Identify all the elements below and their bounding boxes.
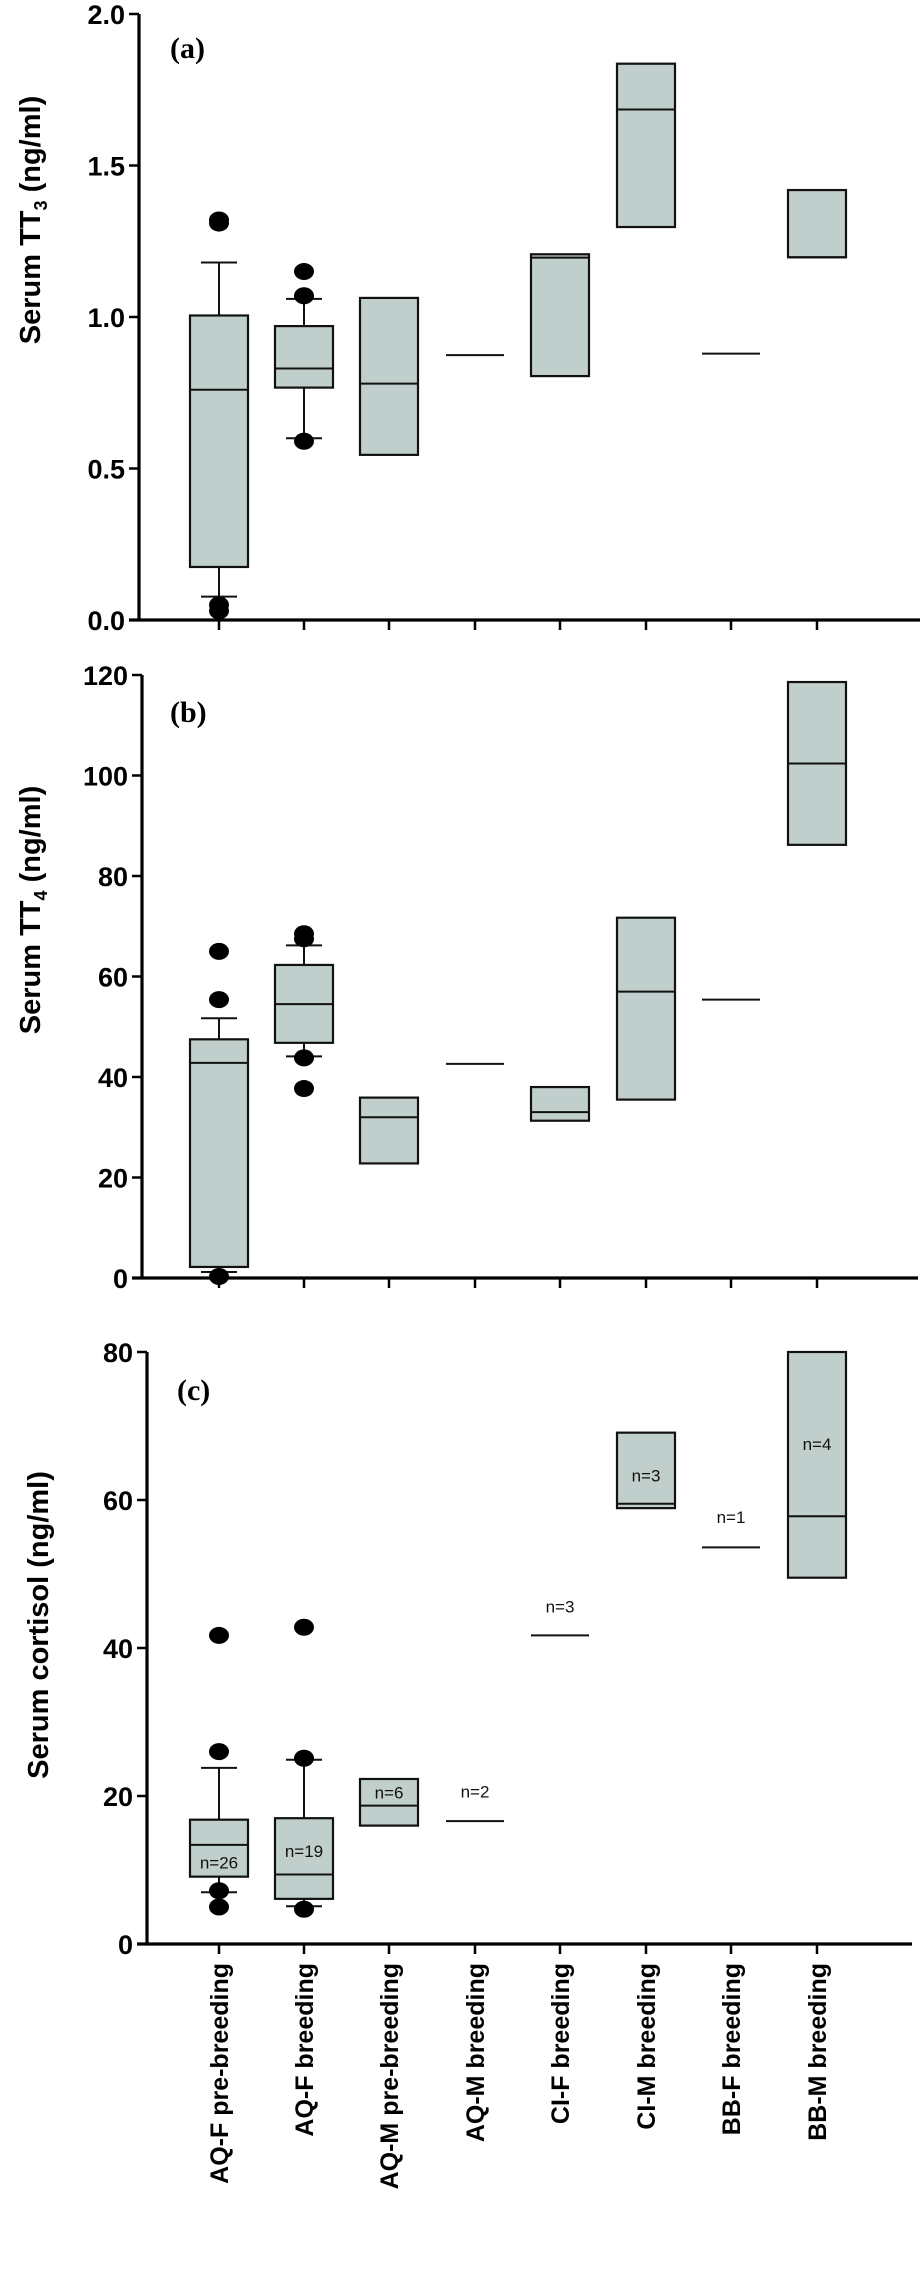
outlier-point	[294, 1900, 314, 1918]
outlier-point	[294, 1618, 314, 1636]
outlier-point	[294, 263, 314, 281]
y-tick-label: 0	[118, 1930, 133, 1960]
box-group	[529, 253, 591, 378]
y-tick-label: 100	[83, 762, 128, 792]
panel-c-cortisol: 0 20 40 60 80 Serum cortisol (ng/ml) (c) n=26 n=…	[23, 1338, 912, 1960]
outlier-point	[294, 930, 314, 948]
x-category-labels: AQ-F pre-breeding AQ-F breeding AQ-M pre-b…	[206, 1963, 832, 2189]
box-iqr	[615, 916, 677, 1101]
box-group	[358, 296, 420, 456]
outlier-point	[209, 991, 229, 1009]
outlier-point	[209, 1882, 229, 1900]
x-category-label: BB-M breeding	[804, 1963, 832, 2141]
outlier-point	[209, 602, 229, 620]
outlier-point	[294, 1749, 314, 1767]
box-group	[786, 1350, 848, 1579]
box-group	[786, 188, 848, 259]
y-tick-label: 80	[103, 1338, 133, 1368]
y-tick-label: 40	[98, 1063, 128, 1093]
box-iqr	[358, 296, 420, 456]
n-label: n=6	[375, 1783, 404, 1802]
outlier-point	[209, 942, 229, 960]
y-tick-label: 20	[103, 1782, 133, 1812]
box-iqr	[615, 62, 677, 229]
box-iqr	[358, 1096, 420, 1165]
box-group	[358, 1096, 420, 1165]
n-label: n=3	[546, 1598, 575, 1617]
outlier-point	[209, 1898, 229, 1916]
box-iqr	[529, 253, 591, 378]
n-label: n=26	[200, 1854, 238, 1873]
box-iqr	[188, 1038, 250, 1269]
y-tick-label: 80	[98, 862, 128, 892]
y-axis-title: Serum cortisol (ng/ml)	[23, 1471, 55, 1779]
panel-b-tt4: 0 20 40 60 80 100 120 Serum TT4 (ng/ml) (b)	[15, 661, 918, 1294]
box-group	[358, 1777, 420, 1827]
y-tick-label: 60	[98, 963, 128, 993]
x-category-label: CI-F breeding	[547, 1963, 575, 2124]
box-iqr	[273, 324, 335, 389]
outlier-point	[294, 1049, 314, 1067]
box-group	[188, 942, 250, 1285]
outlier-point	[294, 287, 314, 305]
x-category-label: AQ-M breeding	[462, 1963, 490, 2142]
n-label: n=2	[461, 1783, 490, 1802]
outlier-point	[294, 1080, 314, 1098]
box-iqr	[786, 1350, 848, 1579]
box-group	[786, 680, 848, 846]
y-tick-label: 20	[98, 1164, 128, 1194]
y-tick-label: 0	[113, 1264, 128, 1294]
y-axis-title: Serum TT4 (ng/ml)	[15, 786, 51, 1034]
y-tick-label: 0.0	[87, 606, 125, 636]
box-group	[615, 916, 677, 1101]
box-group	[273, 263, 335, 450]
y-tick-label: 2.0	[87, 0, 125, 30]
box-group	[615, 62, 677, 229]
x-category-label: AQ-F breeding	[291, 1963, 319, 2137]
y-tick-label: 1.5	[87, 152, 125, 182]
panel-a-tt3: 0.0 0.5 1.0 1.5 2.0 Serum TT3 (ng/ml) (a)	[15, 0, 920, 636]
y-tick-label: 120	[83, 661, 128, 691]
y-axis-title: Serum TT3 (ng/ml)	[15, 96, 51, 344]
n-label: n=19	[285, 1842, 323, 1861]
panel-label: (b)	[170, 696, 207, 729]
x-category-label: BB-F breeding	[718, 1963, 746, 2135]
box-iqr	[358, 1777, 420, 1827]
outlier-point	[209, 1743, 229, 1761]
n-label: n=1	[717, 1508, 746, 1527]
y-tick-label: 40	[103, 1634, 133, 1664]
x-category-label: AQ-M pre-breeding	[376, 1963, 404, 2189]
box-group	[188, 211, 250, 620]
box-group	[529, 1085, 591, 1122]
y-tick-label: 1.0	[87, 303, 125, 333]
box-iqr	[273, 1817, 335, 1900]
panel-label: (a)	[170, 32, 205, 65]
box-group	[273, 925, 335, 1098]
box-group	[615, 1431, 677, 1510]
box-iqr	[188, 1818, 250, 1878]
y-tick-label: 60	[103, 1486, 133, 1516]
box-iqr	[529, 1085, 591, 1122]
x-category-label: CI-M breeding	[633, 1963, 661, 2130]
y-tick-label: 0.5	[87, 455, 125, 485]
outlier-point	[209, 214, 229, 232]
n-label: n=3	[632, 1467, 661, 1486]
outlier-point	[294, 432, 314, 450]
outlier-point	[209, 1267, 229, 1285]
n-label: n=4	[803, 1435, 832, 1454]
panel-label: (c)	[177, 1374, 210, 1407]
box-group	[273, 1618, 335, 1918]
outlier-point	[209, 1626, 229, 1644]
x-category-label: AQ-F pre-breeding	[206, 1963, 234, 2184]
box-iqr	[615, 1431, 677, 1510]
box-iqr	[786, 188, 848, 259]
box-iqr	[188, 314, 250, 569]
box-group	[188, 1626, 250, 1916]
